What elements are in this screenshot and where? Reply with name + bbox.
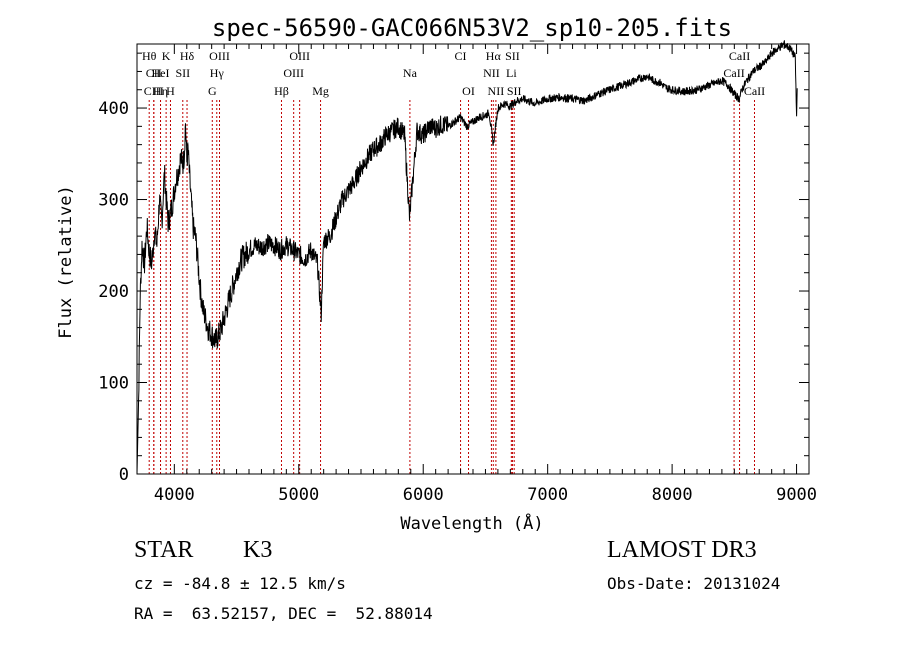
- line-label: OIII: [289, 49, 310, 63]
- y-axis-label: Flux (relative): [56, 185, 76, 339]
- line-label: Hη: [153, 84, 168, 98]
- object-class: STAR: [134, 537, 194, 563]
- y-tick-label: 400: [98, 99, 129, 119]
- x-tick-label: 5000: [278, 485, 319, 505]
- y-axis-ticks: 0 100 200 300 400: [98, 52, 809, 485]
- x-tick-label: 7000: [527, 485, 568, 505]
- line-label: Hδ: [180, 49, 195, 63]
- line-label: HeI: [152, 66, 170, 80]
- y-tick-label: 100: [98, 374, 129, 394]
- x-tick-label: 9000: [776, 485, 817, 505]
- line-label: Hγ: [210, 66, 225, 80]
- emission-line-markers: [148, 100, 755, 474]
- line-label: G: [208, 84, 217, 98]
- line-label: CaII: [744, 84, 765, 98]
- line-label: Li: [506, 66, 517, 80]
- line-label: H: [166, 84, 175, 98]
- spectrum-line: [136, 40, 798, 475]
- line-label: OIII: [283, 66, 304, 80]
- ra-dec: RA = 63.52157, DEC = 52.88014: [134, 604, 433, 623]
- line-label: OI: [462, 84, 475, 98]
- object-subclass: K3: [243, 537, 273, 563]
- y-tick-label: 300: [98, 191, 129, 211]
- x-axis-label: Wavelength (Å): [400, 512, 543, 534]
- line-label: CIII: [144, 84, 164, 98]
- line-label: OIII: [209, 49, 230, 63]
- line-label: Hβ: [274, 84, 289, 98]
- y-tick-label: 0: [119, 465, 129, 485]
- line-label: Mg: [312, 84, 329, 98]
- line-label: CaII: [729, 49, 750, 63]
- y-tick-label: 200: [98, 282, 129, 302]
- x-tick-label: 4000: [154, 485, 195, 505]
- plot-frame: [136, 43, 810, 475]
- line-label: Na: [403, 66, 418, 80]
- line-label: Hθ: [142, 49, 157, 63]
- chart-title: spec-56590-GAC066N53V2_sp10-205.fits: [212, 14, 732, 42]
- line-label: CI: [455, 49, 467, 63]
- x-axis-ticks: 4000 5000 6000 7000 8000 9000: [154, 44, 817, 505]
- line-label: SII: [507, 84, 522, 98]
- line-label: Hα: [486, 49, 502, 63]
- line-label: SII: [175, 66, 190, 80]
- obs-date: Obs-Date: 20131024: [607, 574, 781, 593]
- line-label: CII: [146, 66, 162, 80]
- redshift-cz: cz = -84.8 ± 12.5 km/s: [134, 574, 346, 593]
- x-tick-label: 8000: [652, 485, 693, 505]
- line-label: SII: [505, 49, 520, 63]
- line-label: K: [162, 49, 171, 63]
- line-label: NII: [483, 66, 500, 80]
- survey-name: LAMOST DR3: [607, 537, 757, 563]
- line-label: CaII: [723, 66, 744, 80]
- x-tick-label: 6000: [403, 485, 444, 505]
- line-label: NII: [488, 84, 505, 98]
